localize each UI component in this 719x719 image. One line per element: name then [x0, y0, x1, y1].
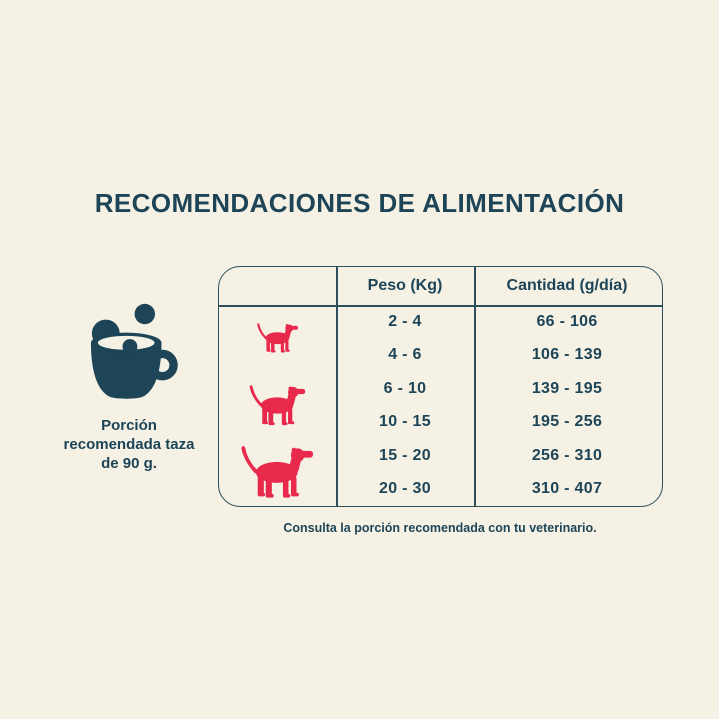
cantidad-value: 310 - 407 — [531, 480, 603, 498]
peso-value: 10 - 15 — [379, 413, 431, 431]
cantidad-value: 106 - 139 — [531, 346, 603, 364]
large-dog-icon — [219, 439, 336, 506]
medium-dog-icon — [219, 372, 336, 439]
peso-value: 2 - 4 — [388, 312, 422, 330]
vet-disclaimer: Consulta la porción recomendada con tu v… — [283, 521, 597, 535]
column-divider — [474, 267, 476, 506]
measuring-cup-icon — [77, 300, 181, 406]
column-header-peso: Peso (Kg) — [367, 277, 443, 294]
column-header-cantidad: Cantidad (g/día) — [506, 277, 628, 294]
small-dog-icon — [219, 305, 336, 372]
page-title: RECOMENDACIONES DE ALIMENTACIÓN — [94, 188, 625, 218]
cantidad-value: 66 - 106 — [536, 312, 598, 330]
cantidad-value: 195 - 256 — [531, 413, 603, 431]
cantidad-value: 139 - 195 — [531, 379, 603, 397]
feeding-table: Peso (Kg) Cantidad (g/día) — [218, 266, 663, 507]
peso-value: 6 - 10 — [383, 379, 427, 397]
portion-note-block: Porción recomendada taza de 90 g. — [50, 300, 208, 473]
peso-value: 15 - 20 — [379, 446, 431, 464]
portion-caption: Porción recomendada taza de 90 g. — [63, 417, 195, 472]
header-divider — [219, 305, 662, 307]
cantidad-value: 256 - 310 — [531, 446, 603, 464]
peso-value: 4 - 6 — [388, 346, 422, 364]
peso-value: 20 - 30 — [379, 480, 431, 498]
column-divider — [336, 267, 338, 506]
